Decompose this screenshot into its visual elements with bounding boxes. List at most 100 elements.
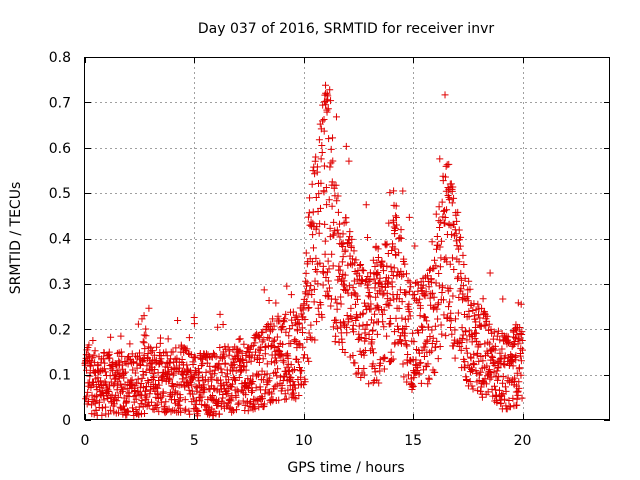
data-point [124, 360, 132, 368]
data-point [380, 306, 388, 314]
data-point [455, 245, 463, 253]
data-point [181, 383, 189, 391]
data-point [504, 374, 512, 382]
data-point [230, 407, 238, 415]
data-point [445, 193, 453, 201]
y-axis-label: SRMTID / TECUs [8, 182, 24, 295]
data-point [312, 254, 320, 262]
data-point [211, 351, 219, 359]
data-point [325, 196, 333, 204]
data-point [456, 343, 464, 351]
data-point [210, 384, 218, 392]
data-point [338, 338, 346, 346]
data-point [327, 145, 335, 153]
data-point [405, 300, 413, 308]
data-point [399, 270, 407, 278]
data-point [466, 377, 474, 385]
data-point [207, 395, 215, 403]
data-point [177, 408, 185, 416]
data-point [317, 155, 325, 163]
data-point [132, 395, 140, 403]
data-point [435, 269, 443, 277]
data-point [232, 393, 240, 401]
data-point [300, 301, 308, 309]
data-point [321, 250, 329, 258]
data-point [454, 309, 462, 317]
data-point [378, 257, 386, 265]
data-point [488, 352, 496, 360]
data-point [310, 285, 318, 293]
data-point [172, 344, 180, 352]
data-point [268, 390, 276, 398]
data-point [505, 397, 513, 405]
data-point [462, 328, 470, 336]
data-point [452, 315, 460, 323]
data-point [185, 386, 193, 394]
data-point [511, 374, 519, 382]
data-point [308, 291, 316, 299]
data-point [294, 316, 302, 324]
data-point [350, 247, 358, 255]
data-point [121, 368, 129, 376]
data-point [86, 352, 94, 360]
data-point [457, 276, 465, 284]
data-point [456, 242, 464, 250]
data-point [320, 98, 328, 106]
data-point [289, 378, 297, 386]
data-point [470, 350, 478, 358]
data-point [384, 249, 392, 257]
data-point [399, 360, 407, 368]
x-tick-label: 5 [190, 433, 199, 449]
y-tick-label: 0.8 [49, 50, 71, 66]
data-point [295, 320, 303, 328]
data-point [500, 360, 508, 368]
data-point [214, 323, 222, 331]
data-point [315, 229, 323, 237]
data-point [192, 400, 200, 408]
data-point [157, 334, 165, 342]
data-point [358, 266, 366, 274]
data-point [218, 369, 226, 377]
data-point [318, 117, 326, 125]
data-point [183, 345, 191, 353]
data-point [417, 359, 425, 367]
data-point [390, 223, 398, 231]
data-point [316, 220, 324, 228]
data-point [89, 337, 97, 344]
data-point [331, 295, 339, 303]
data-point [325, 284, 333, 292]
data-point [404, 371, 412, 379]
data-point [307, 282, 315, 290]
data-point [421, 313, 429, 321]
data-point [482, 322, 490, 330]
data-point [496, 355, 504, 363]
data-point [100, 355, 108, 363]
data-point [302, 249, 310, 257]
data-point [271, 336, 279, 344]
data-point [102, 403, 110, 411]
data-point [431, 322, 439, 330]
data-point [135, 349, 143, 357]
data-point [400, 373, 408, 381]
data-point [490, 382, 498, 390]
data-point [357, 333, 365, 341]
data-point [240, 362, 248, 370]
data-point [138, 374, 146, 382]
data-point [329, 134, 337, 142]
data-point [308, 335, 316, 343]
data-point [312, 194, 320, 202]
data-point [385, 219, 393, 227]
data-point [357, 374, 365, 382]
data-point [106, 354, 114, 362]
data-point [333, 226, 341, 234]
data-point [225, 376, 233, 384]
data-point [390, 328, 398, 336]
data-point [403, 378, 411, 386]
data-point [147, 348, 155, 356]
data-point [139, 338, 147, 346]
data-point [87, 357, 95, 365]
data-point [334, 208, 342, 216]
data-point [457, 269, 465, 277]
data-point [450, 194, 458, 202]
data-point [143, 393, 151, 401]
